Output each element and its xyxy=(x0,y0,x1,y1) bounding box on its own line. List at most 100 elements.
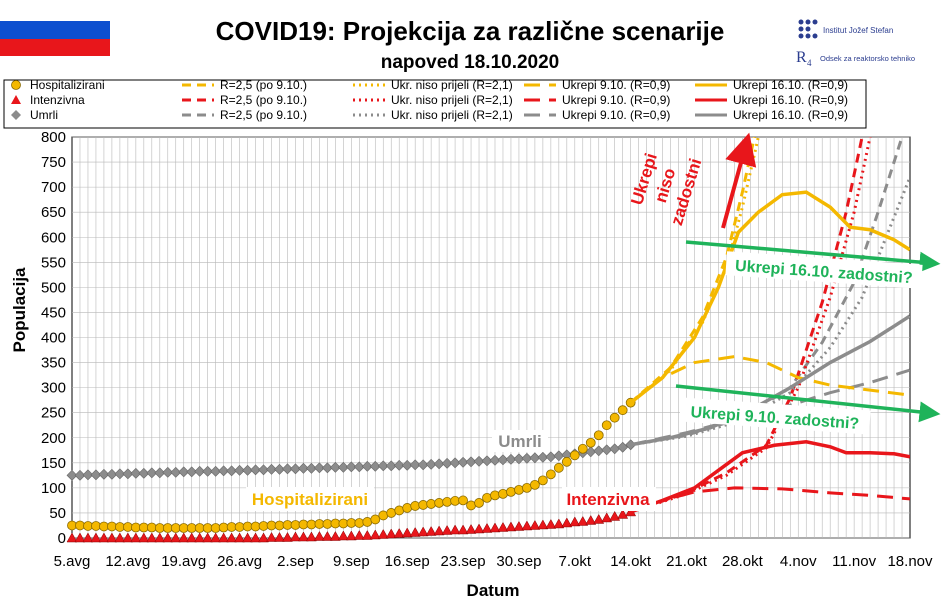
hospitalized-point xyxy=(458,495,468,506)
deaths-point xyxy=(505,453,517,465)
y-axis: 0 50 100 150 200 250 300 350 400 450 500 550 600 650 7… xyxy=(41,129,66,547)
hospitalized-point xyxy=(529,479,540,490)
deaths-point xyxy=(313,462,325,474)
icu-point xyxy=(425,525,437,536)
x-axis: 5.avg 12.avg 19.avg 26.avg 2.sep 9.sep 16.sep 2… xyxy=(54,553,933,570)
hospitalized-point xyxy=(561,456,572,467)
deaths-point xyxy=(425,458,437,470)
hospitalized-point xyxy=(506,486,516,497)
deaths-point xyxy=(353,461,365,473)
hospitalized-point xyxy=(402,503,413,513)
icu-point xyxy=(226,532,238,543)
deaths-point xyxy=(98,468,110,480)
deaths-point xyxy=(242,464,254,476)
ijs-logo: Institut Jožef Stefan R 4 Odsek za reakt… xyxy=(796,19,915,68)
deaths-point xyxy=(441,457,453,469)
deaths-point xyxy=(90,469,102,481)
deaths-point xyxy=(473,455,485,467)
icu-point xyxy=(282,531,293,542)
deaths-point xyxy=(417,459,429,471)
ijs-logo-icon xyxy=(798,19,818,39)
icu-point xyxy=(218,532,230,543)
deaths-point xyxy=(226,465,238,477)
deaths-point xyxy=(497,454,509,466)
green-arrow-9-10 xyxy=(675,384,941,423)
icu-point xyxy=(521,520,533,531)
icu-point xyxy=(298,531,309,542)
x-tick-label: 19.avg xyxy=(161,553,206,570)
icu-point xyxy=(266,531,277,542)
ukrepi16-label-bg xyxy=(725,251,923,289)
flag-red-stripe xyxy=(0,39,110,56)
svg-text:4: 4 xyxy=(807,58,812,68)
r4-logo-icon: R 4 xyxy=(796,49,812,68)
icu-point xyxy=(154,532,166,543)
icu-point xyxy=(258,532,269,543)
deaths-point xyxy=(210,465,222,477)
deaths-point xyxy=(521,452,533,464)
icu-point xyxy=(545,518,557,529)
deaths-point xyxy=(465,456,477,468)
x-tick-label: 12.avg xyxy=(105,553,150,570)
svg-text:R: R xyxy=(796,49,807,66)
deaths-point xyxy=(298,462,309,474)
green-arrow-16-10 xyxy=(685,240,941,273)
hospitalized-point xyxy=(442,497,453,507)
deaths-point xyxy=(361,460,373,472)
icu-point xyxy=(433,525,445,536)
scenario-line-deaths xyxy=(630,176,910,447)
deaths-point xyxy=(282,463,293,475)
deaths-point xyxy=(321,462,333,474)
deaths-point xyxy=(449,457,461,469)
icu-point xyxy=(66,532,78,543)
icu-point xyxy=(313,530,325,541)
icu-point xyxy=(481,522,493,533)
x-tick-label: 11.nov xyxy=(832,553,876,570)
legend-label: Ukrepi 9.10. (R=0,9) xyxy=(562,78,670,92)
hospitalized-point xyxy=(514,484,524,495)
icu-point xyxy=(609,510,621,521)
hospitalized-point xyxy=(410,501,421,511)
x-tick-label: 14.okt xyxy=(610,553,652,570)
intenzivna-label-bg xyxy=(562,487,656,511)
deaths-point xyxy=(250,464,261,476)
icu-point xyxy=(82,532,94,543)
icu-point xyxy=(617,508,629,519)
deaths-point xyxy=(138,467,150,479)
x-tick-label: 28.okt xyxy=(722,553,764,570)
icu-point xyxy=(537,519,549,530)
deaths-point xyxy=(377,460,389,472)
icu-point xyxy=(561,517,573,528)
icu-point xyxy=(417,526,429,537)
deaths-point xyxy=(481,455,493,467)
x-tick-label: 26.avg xyxy=(217,553,262,570)
legend-label: Hospitalizirani xyxy=(30,78,105,92)
icu-point xyxy=(186,532,198,543)
scenario-line-icu xyxy=(630,439,910,514)
icu-point xyxy=(353,529,365,540)
deaths-point xyxy=(146,467,158,479)
icu-point xyxy=(441,524,453,535)
chart-subtitle: napoved 18.10.2020 xyxy=(381,52,560,73)
legend-label: Intenzivna xyxy=(30,93,85,107)
institute-name: Institut Jožef Stefan xyxy=(823,26,893,35)
icu-point xyxy=(593,513,605,524)
icu-point xyxy=(162,532,174,543)
icu-point xyxy=(529,519,541,530)
deaths-point xyxy=(178,466,190,478)
deaths-point xyxy=(529,452,541,464)
deaths-point xyxy=(537,451,549,463)
deaths-point xyxy=(513,453,525,465)
x-tick-label: 30.sep xyxy=(496,553,541,570)
icu-point xyxy=(329,530,341,541)
deaths-point xyxy=(393,459,405,471)
icu-point xyxy=(465,523,477,534)
deaths-point xyxy=(82,469,94,481)
icu-point xyxy=(473,523,485,534)
x-tick-label: 4.nov xyxy=(780,553,817,570)
deaths-point xyxy=(369,460,381,472)
hospitalized-point xyxy=(498,488,508,499)
slovenia-flag xyxy=(0,4,110,56)
icu-point xyxy=(401,527,413,538)
